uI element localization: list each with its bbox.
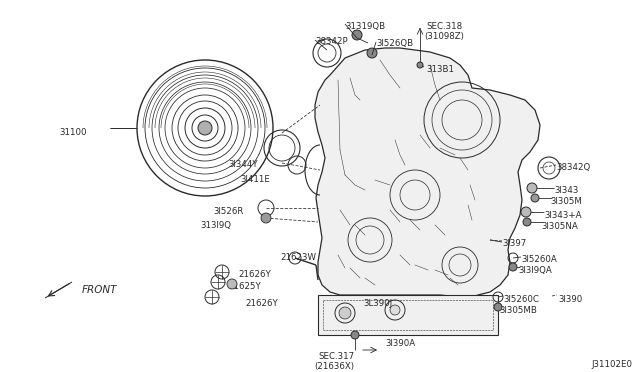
Text: 3l411E: 3l411E: [240, 175, 270, 184]
Circle shape: [198, 121, 212, 135]
Circle shape: [509, 263, 517, 271]
Text: 21626Y: 21626Y: [245, 299, 278, 308]
Text: 3l305NA: 3l305NA: [541, 222, 578, 231]
Text: 3l397: 3l397: [502, 239, 526, 248]
Circle shape: [339, 307, 351, 319]
Text: (31098Z): (31098Z): [424, 32, 464, 41]
Circle shape: [494, 303, 502, 311]
Text: 21625Y: 21625Y: [228, 282, 260, 291]
Text: 38342Q: 38342Q: [556, 163, 590, 172]
Text: 38342P: 38342P: [315, 37, 348, 46]
Circle shape: [521, 207, 531, 217]
Text: 3l305M: 3l305M: [550, 197, 582, 206]
Text: 3l5260C: 3l5260C: [503, 295, 539, 304]
Text: FRONT: FRONT: [82, 285, 118, 295]
Bar: [323, 300, 493, 330]
PathPatch shape: [315, 48, 540, 298]
Text: 3L390J: 3L390J: [363, 299, 392, 308]
Text: 3l390A: 3l390A: [385, 339, 415, 348]
Text: 3l5260A: 3l5260A: [521, 255, 557, 264]
Text: 313B1: 313B1: [426, 65, 454, 74]
Circle shape: [417, 62, 423, 68]
Text: 31100: 31100: [59, 128, 86, 137]
Text: 3l526R: 3l526R: [213, 207, 243, 216]
Circle shape: [227, 279, 237, 289]
Circle shape: [367, 48, 377, 58]
Text: 3l390: 3l390: [558, 295, 582, 304]
Text: 21626Y: 21626Y: [238, 270, 271, 279]
Text: 3l343: 3l343: [554, 186, 579, 195]
Circle shape: [261, 213, 271, 223]
Text: (21636X): (21636X): [314, 362, 354, 371]
Text: 3l305MB: 3l305MB: [499, 306, 537, 315]
Circle shape: [351, 331, 359, 339]
Text: 31319QB: 31319QB: [345, 22, 385, 31]
Circle shape: [527, 183, 537, 193]
Circle shape: [352, 30, 362, 40]
Text: SEC.317: SEC.317: [318, 352, 354, 361]
Text: 313l9Q: 313l9Q: [200, 221, 231, 230]
Bar: [318, 295, 498, 335]
Text: 3l344Y: 3l344Y: [228, 160, 258, 169]
Text: SEC.318: SEC.318: [426, 22, 462, 31]
Text: 3l343+A: 3l343+A: [544, 211, 582, 220]
Text: 3l526QB: 3l526QB: [376, 39, 413, 48]
Circle shape: [523, 218, 531, 226]
Circle shape: [390, 305, 400, 315]
Text: J31102E0: J31102E0: [591, 360, 632, 369]
Text: 3l3l9QA: 3l3l9QA: [518, 266, 552, 275]
Text: 21623W: 21623W: [280, 253, 316, 262]
Circle shape: [531, 194, 539, 202]
